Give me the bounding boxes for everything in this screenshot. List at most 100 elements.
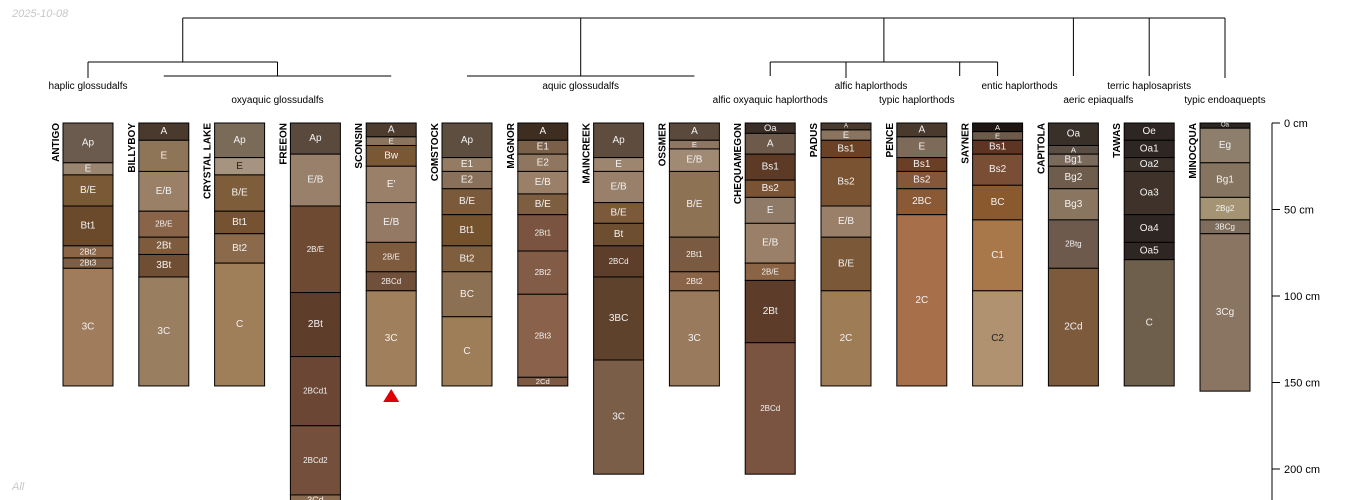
taxonomy-group-label: terric haplosaprists [1107,81,1191,92]
horizon-label: 2Bt1 [686,250,703,259]
depth-axis: 0 cm 50 cm 100 cm 150 cm 200 cm [1271,118,1320,500]
horizon-label: Bg3 [1065,199,1083,210]
horizon-oa4 [1123,214,1175,243]
taxonomy-group-label: typic endoaquepts [1184,95,1265,106]
horizon-e-b [744,222,796,264]
soil-profile-sayner: AE Bs1 Bs2 BC C1 C2 SAYNER [961,122,1024,387]
horizon-bg3 [1047,188,1099,221]
horizon-label: E [615,159,622,170]
horizon-label: 2C [840,333,853,344]
horizon-label: E/B [535,177,551,188]
horizon-label: B/E [232,188,248,199]
horizon-label: E [236,161,243,172]
horizon-label: B/E [80,185,96,196]
soil-profile-tawas: Oe Oa1 Oa2 Oa3 Oa4 Oa5 C TAWAS [1112,122,1175,387]
profile-name-label: TAWAS [1112,123,1123,158]
horizon-label: Oa5 [1140,246,1159,257]
horizon-label: B/E [535,199,551,210]
horizon-2cd [1047,267,1099,387]
horizon-label: Bt2 [459,253,474,264]
horizon-2c [896,214,948,387]
horizon-b-e [214,174,266,212]
depth-tick-label: 0 cm [1284,118,1308,130]
profile-name-label: CHEQUAMEGON [733,123,744,204]
taxonomy-group-labels: haplic glossudalfs oxyaquic glossudalfs aq… [49,81,1266,106]
profile-name-label: OSSMER [657,122,668,166]
depth-tick-label: 150 cm [1284,378,1320,390]
horizon-label: E/B [611,182,627,193]
horizon-label: 2Bt [308,319,323,330]
horizon-label: Oa1 [1140,143,1159,154]
horizon-label: Bt1 [232,217,247,228]
taxonomy-group-label: alfic haplorthods [835,81,908,92]
horizon-bt1 [62,205,114,247]
horizon-ap [593,122,645,159]
horizon-label: Bs2 [762,183,780,194]
soil-profile-comstock: Ap E1 E2 B/E Bt1 Bt2 BC C COMSTOCK [430,122,493,387]
horizon-label: A [691,126,698,137]
horizon-c [214,262,266,387]
soil-profile-chequamegon: Oa A Bs1 Bs2 E E/B 2B/E 2Bt 2BCd CHEQUAMEGON [733,122,796,475]
horizon-label: 2Bt1 [535,228,552,237]
horizon-label: 2Bt [156,240,171,251]
horizon-label: E/B [383,217,399,228]
depth-tick-label: 50 cm [1284,205,1314,217]
depth-tick-label: 200 cm [1284,464,1320,476]
horizon-label: Oa4 [1140,223,1159,234]
horizon-label: Bg1 [1065,155,1083,166]
horizon-label: Bw [384,150,399,161]
horizon-label: Bt2 [232,243,247,254]
horizon-label: B/E [838,258,854,269]
horizon-label: BC [460,289,474,300]
horizon-label: 3C [82,322,95,333]
horizon-label: Bt1 [80,220,95,231]
profile-name-label: SAYNER [961,122,972,164]
horizon-label: 2B/E [155,220,172,229]
horizon-label: A [160,126,167,137]
taxonomy-group-label: haplic glossudalfs [49,81,128,92]
horizon-b-e [62,174,114,207]
horizon-label: B/E [459,196,475,207]
horizon-label: 2Bt3 [80,259,97,268]
horizon-label: Bs2 [913,175,931,186]
horizon-eg [1199,127,1251,164]
soil-profile-maincreek: Ap E E/B B/E Bt 2BCd 3BC 3C MAINCREEK [582,122,645,475]
horizon-label: 2Bt [763,306,778,317]
profile-name-label: COMSTOCK [430,122,441,181]
horizon-label: 2B/E [383,253,400,262]
soil-profile-magnor: A E1 E2 E/B B/E 2Bt1 2Bt2 2Bt3 2Cd MAGNOR [506,122,569,387]
horizon-label: 3C [612,412,625,423]
horizon-label: Ap [233,135,246,146]
soil-profile-freeon: Ap E/B 2B/E 2Bt 2BCd1 2BCd2 3Cd FREEON [278,122,341,500]
soil-profile-ossmer: AE E/B B/E 2Bt1 2Bt2 3C OSSMER [657,122,720,387]
horizon-2bt2 [517,250,569,295]
profile-name-label: MAGNOR [506,122,517,168]
horizon-label: E/B [838,216,854,227]
horizon-label: Oa [1067,129,1081,140]
horizon-label: E2 [537,157,550,168]
horizon-label: Ap [461,135,474,146]
horizon-bt2 [214,233,266,264]
horizon-2btg [1047,219,1099,269]
soil-profile-minocqua: Oa Eg Bg1 2Bg2 3BCg 3Cg MINOCQUA [1188,122,1251,392]
horizon-2c [820,290,872,387]
horizon-label: 2Cd [1064,322,1082,333]
horizon-label: 2B/E [762,267,779,276]
horizon-b-e [820,236,872,292]
horizon-label: 3Cg [1216,307,1234,318]
horizon-3bc [593,276,645,361]
horizon-label: Eg [1219,140,1231,151]
horizon-2bt1 [517,214,569,252]
horizon-b-e [441,188,493,216]
horizon-label: 2BCd1 [303,387,328,396]
horizon-oa3 [1123,170,1175,216]
profile-name-label: MAINCREEK [582,122,593,183]
taxonomy-dendrogram [87,17,1226,78]
horizon-ap [214,122,266,159]
horizon-label: E [692,140,697,149]
horizon-2bcd1 [289,356,341,427]
horizon-label: C [1146,317,1153,328]
horizon-label: C1 [991,250,1004,261]
horizon-label: Oa3 [1140,188,1159,199]
